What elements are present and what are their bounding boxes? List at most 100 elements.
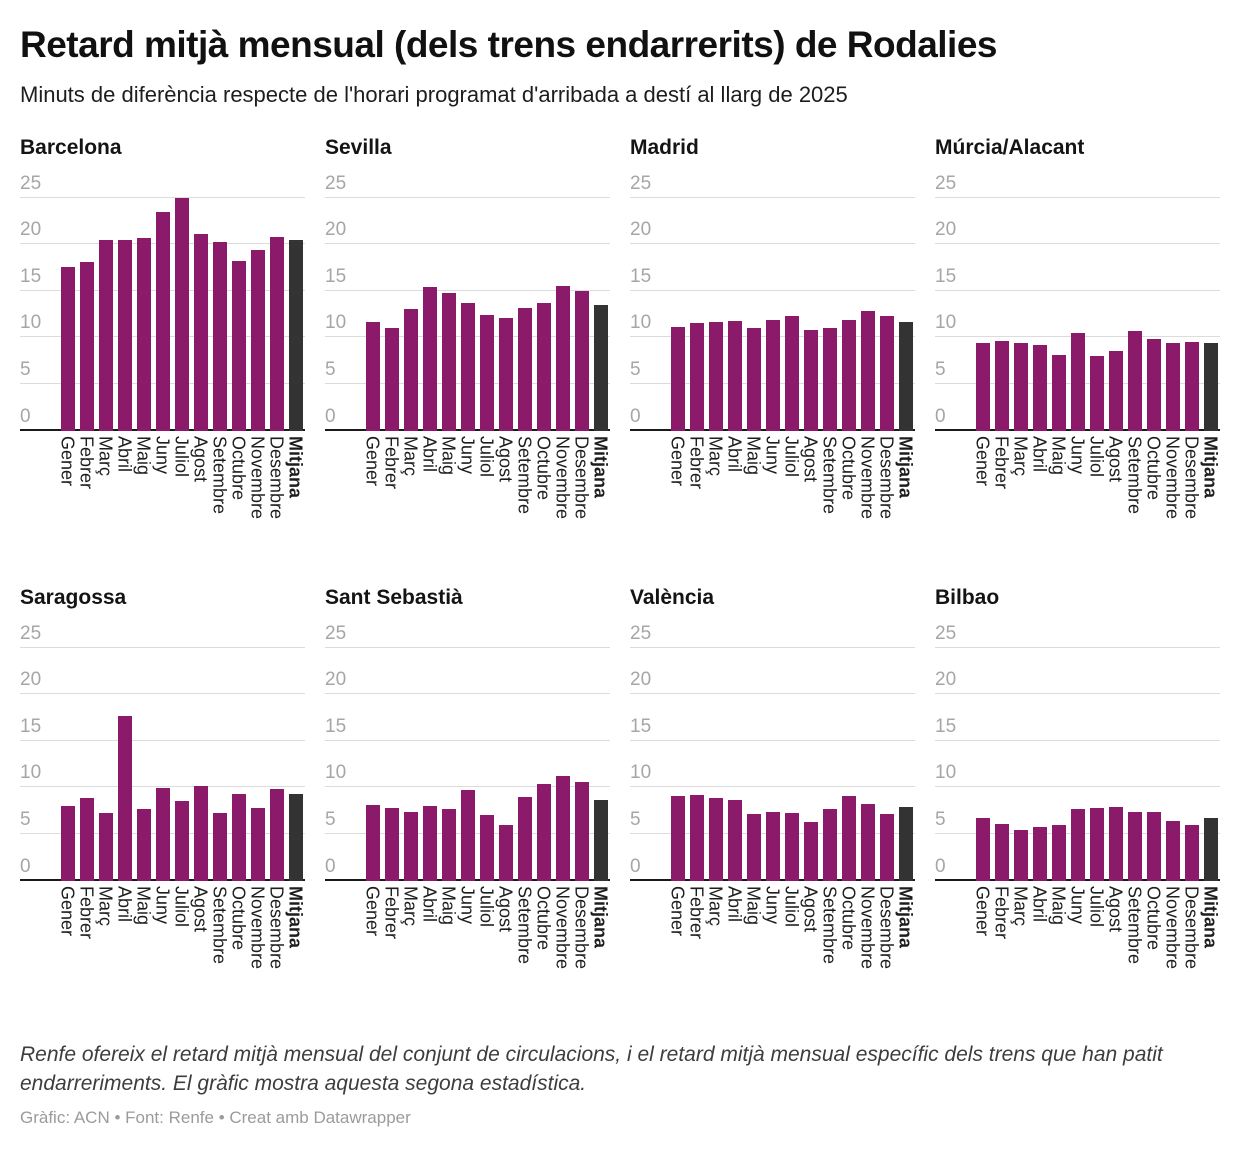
bar-saragossa-octubre [231,793,246,881]
bar-slot [458,198,477,431]
small-multiples-grid: Barcelona 0 5 10 15 20 25 Gener Febrer Març Abril M… [20,135,1221,994]
bar-sant-sebastia-agost [498,824,513,881]
x-tick-label-setembre: Setembre [1124,435,1145,514]
y-tick-label-15: 15 [20,715,42,737]
x-label-slot: Gener [973,436,993,486]
x-label-slot: Juny [153,436,173,474]
gridline-15 [325,289,610,291]
x-tick-label-agost: Agost [190,435,211,482]
x-tick-label-juliol: Juliol [476,435,497,477]
x-label-slot: Agost [1106,886,1126,932]
x-label-slot: Novembre [1163,886,1183,969]
bar-saragossa-gener [60,806,75,881]
bars-murcia-alacant [973,198,1220,431]
bar-saragossa-mitjana [288,793,303,881]
bar-slot [115,198,134,431]
x-tick-label-mitjana: Mitjana [1200,885,1221,948]
bar-slot [877,198,896,431]
y-tick-label-20: 20 [935,669,957,691]
gridline-10 [935,786,1220,788]
x-label-slot: Gener [668,436,688,486]
bar-barcelona-juliol [174,198,189,431]
bar-bilbao-desembre [1184,824,1199,881]
bar-slot [553,198,572,431]
bar-murcia-alacant-octubre [1146,339,1161,431]
bar-barcelona-desembre [269,236,284,431]
bar-slot [515,198,534,431]
bar-valencia-abril [727,800,742,881]
y-tick-label-0: 0 [935,405,946,427]
bar-barcelona-agost [193,233,208,431]
bar-murcia-alacant-març [1013,342,1028,431]
x-tick-label-març: Març [95,435,116,476]
bar-murcia-alacant-novembre [1165,342,1180,431]
gridline-15 [630,739,915,741]
bar-slot [1068,648,1087,881]
bar-saragossa-setembre [212,813,227,881]
y-tick-label-5: 5 [325,808,336,830]
bar-slot [382,198,401,431]
bar-barcelona-setembre [212,242,227,431]
panel-barcelona: Barcelona 0 5 10 15 20 25 Gener Febrer Març Abril M… [20,136,306,544]
x-tick-label-mitjana: Mitjana [895,885,916,948]
y-tick-label-5: 5 [935,808,946,830]
x-tick-label-juny: Juny [457,885,478,924]
x-tick-label-gener: Gener [362,435,383,486]
gridline-10 [630,786,915,788]
gridline-20 [20,693,305,695]
bar-sevilla-setembre [517,308,532,431]
x-tick-label-novembre: Novembre [857,435,878,519]
x-label-slot: Mitjana [896,436,916,498]
bar-slot [420,198,439,431]
x-label-slot: Juliol [782,886,802,927]
bar-slot [725,648,744,881]
panel-title-sevilla: Sevilla [325,135,392,159]
x-label-slot: Novembre [1163,436,1183,519]
y-tick-label-15: 15 [935,715,957,737]
x-label-slot: Febrer [382,886,402,939]
plot-area-bilbao: 0 5 10 15 20 25 [935,624,1220,881]
bar-sevilla-desembre [574,290,589,431]
x-label-slot: Abril [420,886,440,922]
bar-valencia-març [708,797,723,881]
x-tick-label-març: Març [1010,435,1031,476]
x-tick-label-juliol: Juliol [171,885,192,927]
bar-barcelona-gener [60,266,75,431]
bar-slot [1125,198,1144,431]
x-label-slot: Març [401,436,421,476]
x-label-slot: Setembre [1125,886,1145,964]
panel-chart-bilbao: 0 5 10 15 20 25 Gener Febrer Març Abril Maig Juny Ju… [935,624,1221,994]
x-label-slot: Juny [763,436,783,474]
x-label-slot: Novembre [553,886,573,969]
x-label-slot: Desembre [267,436,287,519]
x-tick-label-agost: Agost [190,885,211,932]
bar-slot [591,198,610,431]
bar-sant-sebastia-maig [441,808,456,881]
x-tick-label-mitjana: Mitjana [285,435,306,498]
bar-madrid-gener [670,327,685,431]
x-label-slot: Juliol [782,436,802,477]
y-tick-label-25: 25 [935,172,957,194]
x-label-slot: Octubre [534,436,554,500]
bar-sevilla-octubre [536,302,551,431]
x-label-slot: Maig [1049,436,1069,475]
bar-sant-sebastia-novembre [555,776,570,881]
bar-slot [725,198,744,431]
bar-sant-sebastia-febrer [384,807,399,881]
credit-line: Gràfic: ACN • Font: Renfe • Creat amb Da… [20,1108,411,1128]
bar-slot [153,648,172,881]
x-tick-label-juliol: Juliol [1086,435,1107,477]
x-label-slot: Abril [1030,436,1050,472]
x-label-slot: Desembre [572,436,592,519]
bar-bilbao-juliol [1089,807,1104,881]
bar-slot [973,198,992,431]
bar-slot [992,648,1011,881]
x-label-slot: Gener [668,886,688,936]
y-tick-label-5: 5 [630,808,641,830]
x-label-slot: Novembre [858,886,878,969]
x-label-slot: Maig [1049,886,1069,925]
x-tick-label-febrer: Febrer [76,435,97,489]
bar-sant-sebastia-juny [460,790,475,881]
y-tick-label-25: 25 [20,172,42,194]
x-label-slot: Març [96,886,116,926]
